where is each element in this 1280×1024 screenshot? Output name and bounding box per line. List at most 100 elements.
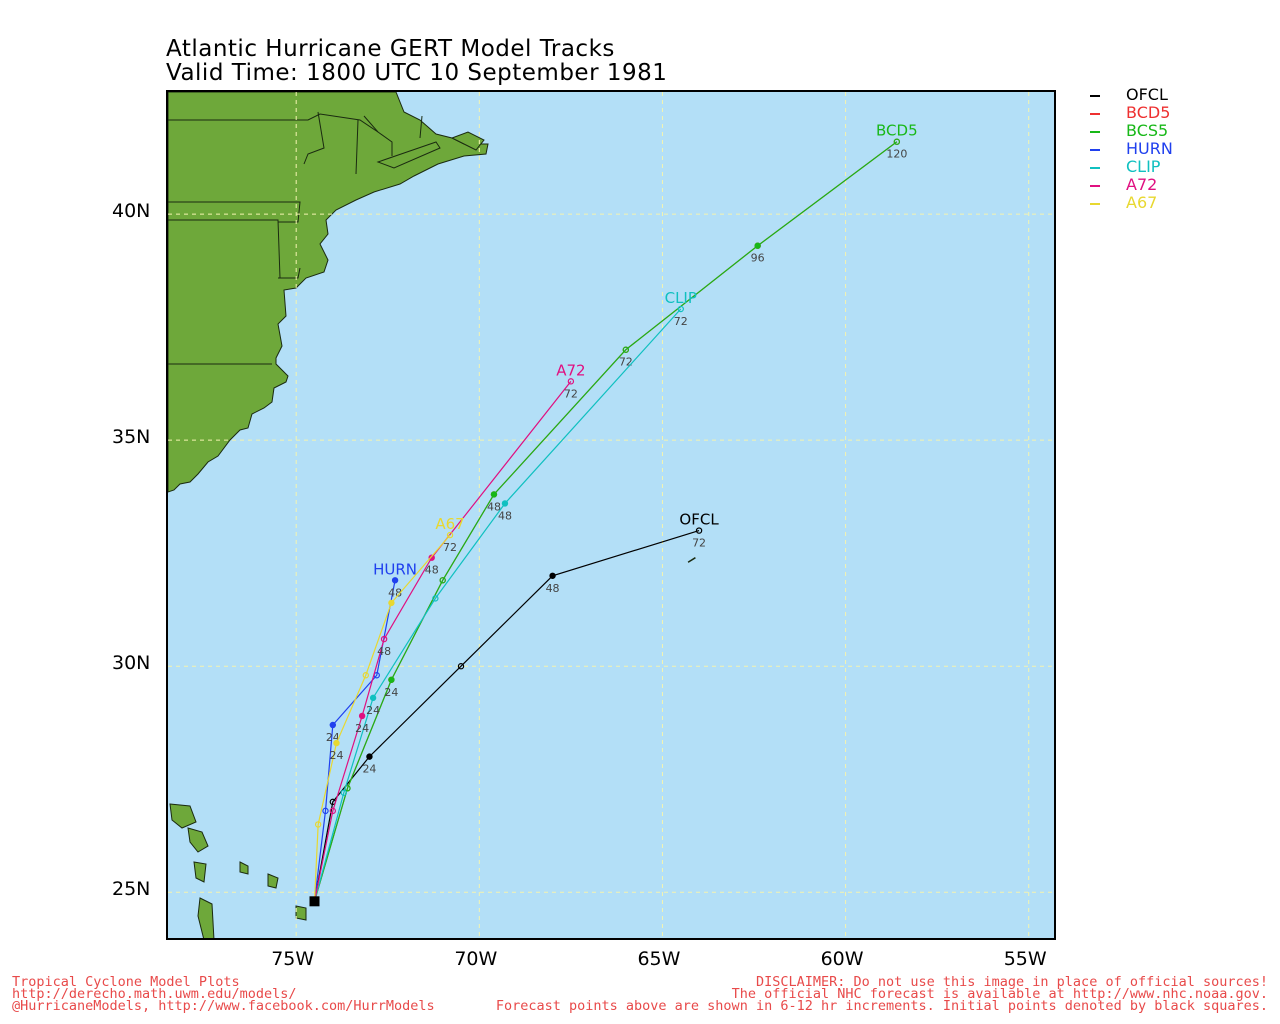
legend-item-bcs5: BCS5 xyxy=(1088,121,1238,140)
legend-label: BCS5 xyxy=(1126,121,1169,140)
legend-swatch xyxy=(1090,113,1100,115)
lat-tick-label: 40N xyxy=(112,200,151,223)
forecast-hour-label: 120 xyxy=(886,148,907,161)
track-point-a72 xyxy=(358,712,366,720)
land-bahamas-6 xyxy=(267,873,279,889)
track-point-clip xyxy=(340,789,348,796)
forecast-hour-label: 24 xyxy=(384,686,398,699)
footer-credits: Tropical Cyclone Model Plots http://dere… xyxy=(12,974,435,1014)
footer-left-line-1: Tropical Cyclone Model Plots xyxy=(12,974,240,990)
track-point-a72 xyxy=(329,807,337,815)
chart-title: Atlantic Hurricane GERT Model Tracks xyxy=(166,36,615,62)
forecast-hour-label: 72 xyxy=(619,356,633,369)
track-point-a67 xyxy=(314,821,322,828)
track-point-hurn xyxy=(322,807,329,815)
legend-label: HURN xyxy=(1126,139,1173,158)
forecast-hour-label: 72 xyxy=(674,315,688,328)
track-point-bcs5 xyxy=(893,138,901,145)
lon-tick-label: 60W xyxy=(820,948,864,970)
lon-tick-label: 65W xyxy=(637,948,681,970)
track-point-clip xyxy=(369,694,377,702)
track-point-ofcl xyxy=(695,527,703,534)
legend-item-clip: CLIP xyxy=(1088,157,1238,176)
track-point-a72 xyxy=(380,635,388,643)
track-point-ofcl xyxy=(366,753,373,760)
footer-right-line-3: Forecast points above are shown in 6-12 … xyxy=(495,998,1268,1014)
track-point-ofcl xyxy=(457,663,465,670)
legend-item-a67: A67 xyxy=(1088,193,1238,212)
track-point-a67 xyxy=(388,599,395,607)
legend-label: OFCL xyxy=(1126,85,1168,104)
map-panel[interactable]: 24 48 72 OFCL 24 48 72 96 120 BCD5 24 48 HURN 24 48 72 C… xyxy=(166,90,1056,940)
track-point-ofcl xyxy=(549,572,556,579)
footer-left-line-3[interactable]: @HurricaneModels, http://www.facebook.co… xyxy=(12,998,435,1014)
chart-subtitle: Valid Time: 1800 UTC 10 September 1981 xyxy=(166,60,668,86)
land-bahamas-5 xyxy=(239,861,249,875)
land-bahamas-7 xyxy=(295,905,307,921)
footer-right-line-2[interactable]: The official NHC forecast is available a… xyxy=(731,986,1268,1002)
legend-swatch xyxy=(1090,185,1100,187)
forecast-hour-label: 48 xyxy=(425,564,439,577)
track-point-a67 xyxy=(446,531,454,539)
lon-tick-label: 75W xyxy=(271,948,315,970)
land-us-east-coast xyxy=(168,92,489,493)
legend-item-ofcl: OFCL xyxy=(1088,85,1238,104)
legend-label: CLIP xyxy=(1126,157,1161,176)
forecast-hour-label: 48 xyxy=(377,645,391,658)
track-point-bcs5 xyxy=(622,346,630,353)
forecast-hour-label: 48 xyxy=(487,500,501,513)
track-end-label: A67 xyxy=(435,515,464,533)
forecast-hour-label: 24 xyxy=(366,704,380,717)
legend-swatch xyxy=(1090,95,1100,97)
land-bahamas-4 xyxy=(197,897,215,938)
land-bahamas-1 xyxy=(169,803,197,829)
footer-disclaimer: DISCLAIMER: Do not use this image in pla… xyxy=(495,974,1268,1014)
track-ofcl xyxy=(313,529,700,902)
state-borders xyxy=(168,111,423,365)
map-canvas: 24 48 72 OFCL 24 48 72 96 120 BCD5 24 48 HURN 24 48 72 C… xyxy=(168,92,1054,938)
legend-item-bcd5: BCD5 xyxy=(1088,103,1238,122)
land-bahamas-3 xyxy=(193,861,207,883)
track-point-bcs5 xyxy=(388,676,395,683)
track-a67 xyxy=(313,534,451,902)
track-clip xyxy=(313,308,682,902)
legend-item-a72: A72 xyxy=(1088,175,1238,194)
track-point-clip xyxy=(432,595,439,602)
track-point-bcs5 xyxy=(439,577,446,584)
lat-tick-label: 35N xyxy=(112,426,151,449)
forecast-hour-label: 24 xyxy=(362,763,376,776)
land-long-island xyxy=(376,141,441,169)
legend: OFCL BCD5 BCS5 HURN CLIP A72 A67 xyxy=(1088,85,1238,212)
legend-swatch xyxy=(1090,149,1100,151)
legend-label: A72 xyxy=(1126,175,1158,194)
lat-tick-label: 30N xyxy=(112,652,151,675)
forecast-hour-label: 48 xyxy=(498,509,512,522)
land-bermuda xyxy=(687,557,696,563)
forecast-hour-label: 48 xyxy=(546,582,560,595)
land-cape-cod xyxy=(450,131,485,151)
track-end-label: BCD5 xyxy=(876,122,918,140)
legend-item-hurn: HURN xyxy=(1088,139,1238,158)
track-bcs5 xyxy=(313,141,898,902)
footer-left-line-2[interactable]: http://derecho.math.uwm.edu/models/ xyxy=(12,986,297,1002)
initial-point-marker xyxy=(309,896,320,907)
legend-swatch xyxy=(1090,131,1100,133)
track-point-clip xyxy=(501,500,509,507)
track-end-label: OFCL xyxy=(679,511,719,529)
track-point-hurn xyxy=(391,577,399,584)
lon-tick-label: 70W xyxy=(454,948,498,970)
forecast-hour-label: 48 xyxy=(388,586,402,599)
track-point-a67 xyxy=(362,672,369,679)
track-point-clip xyxy=(677,305,684,313)
lat-tick-label: 25N xyxy=(112,878,151,901)
forecast-hour-label: 24 xyxy=(329,749,343,762)
forecast-hour-label: 96 xyxy=(751,252,765,265)
lon-tick-label: 55W xyxy=(1003,948,1047,970)
legend-swatch xyxy=(1090,167,1100,169)
footer-right-line-1: DISCLAIMER: Do not use this image in pla… xyxy=(755,974,1268,990)
track-point-hurn xyxy=(329,721,337,729)
legend-label: BCD5 xyxy=(1126,103,1171,122)
forecast-hour-label: 24 xyxy=(355,722,369,735)
forecast-hour-label: 72 xyxy=(692,537,706,550)
forecast-hour-label: 72 xyxy=(443,541,457,554)
